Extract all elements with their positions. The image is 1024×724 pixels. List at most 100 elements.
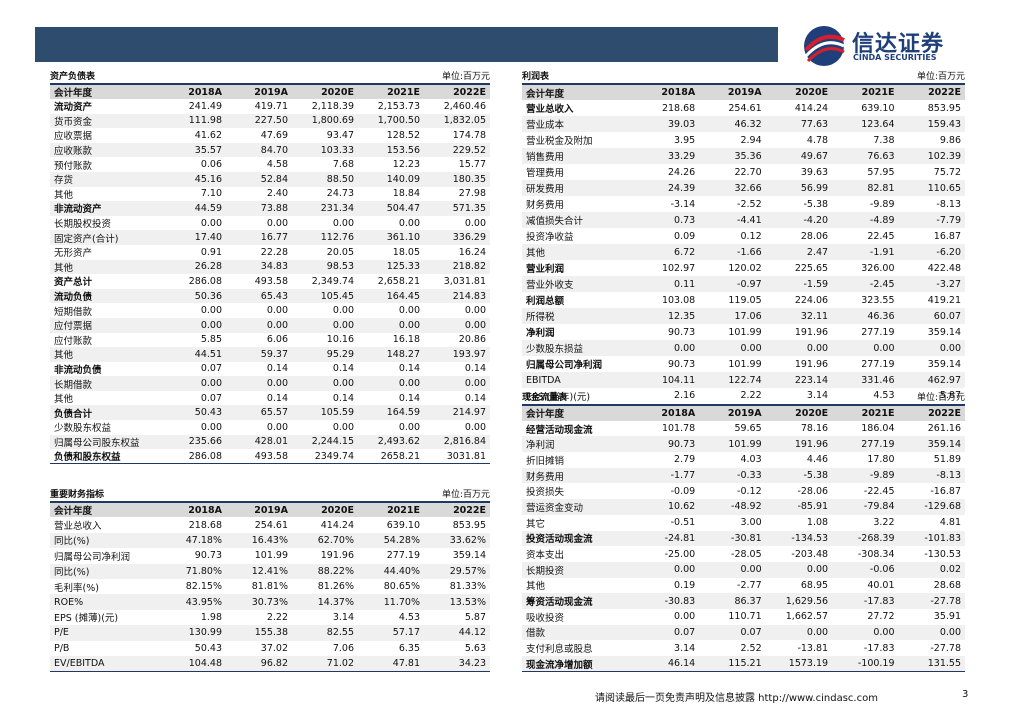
cell-value: 18.05 — [392, 246, 420, 258]
cell-value: 639.10 — [861, 102, 895, 114]
cell-value: 10.62 — [632, 499, 700, 515]
cell-value: 0.14 — [398, 363, 420, 375]
cell-value: 0.00 — [765, 340, 833, 356]
cell-value: -1.66 — [699, 244, 766, 260]
cell-value: 2,816.84 — [424, 434, 490, 450]
cell-value: 419.21 — [927, 294, 961, 306]
cell-value: -30.83 — [632, 593, 700, 609]
table-row: 营业外收支 0.11 -0.97 -1.59 -2.45 -3.27 — [522, 276, 965, 292]
table-title: 利润表 — [522, 72, 550, 82]
row-label: 其他 — [54, 189, 74, 201]
cell-value: 5.87 — [898, 388, 965, 405]
column-header: 2021E — [358, 500, 424, 518]
cell-value: 47.18% — [160, 532, 226, 549]
cell-value: -28.05 — [731, 548, 762, 560]
cell-value: 34.83 — [226, 259, 292, 275]
cell-value: 105.45 — [292, 288, 358, 304]
table-row: 营业总收入 218.68 254.61 414.24 639.10 853.95 — [522, 100, 965, 116]
table-row: 投资活动现金流 -24.81 -30.81 -134.53 -268.39 -101.83 — [522, 530, 965, 547]
cell-value: 7.38 — [873, 134, 895, 146]
table-row: 其他 0.19 -2.77 68.95 40.01 28.68 — [522, 578, 965, 594]
cell-value: 110.65 — [898, 180, 965, 196]
row-label: 同比(%) — [50, 563, 160, 579]
cell-value: 504.47 — [358, 201, 424, 216]
row-label: 支付利息或股息 — [526, 644, 593, 656]
cell-value: 0.14 — [266, 363, 288, 375]
cell-value: 95.29 — [292, 347, 358, 362]
row-label: 存货 — [50, 171, 160, 187]
cell-value: 122.74 — [699, 372, 766, 388]
cell-value: -22.45 — [863, 485, 895, 497]
cell-value: 5.87 — [464, 611, 486, 623]
cell-value: 214.83 — [424, 288, 490, 304]
cell-value: -8.13 — [898, 467, 965, 484]
table-unit: 单位:百万元 — [441, 490, 490, 500]
row-label: 短期借款 — [54, 306, 93, 318]
table-row: 同比(%) 47.18% 16.43% 62.70% 54.28% 33.62% — [50, 532, 490, 549]
cell-value: 9.86 — [939, 134, 961, 146]
table-title: 资产负债表 — [50, 72, 96, 82]
cell-value: 86.37 — [699, 593, 766, 609]
cell-value: 214.97 — [424, 405, 490, 421]
cell-value: 82.55 — [292, 625, 358, 641]
cell-value: 493.58 — [254, 275, 288, 287]
cell-value: 0.00 — [765, 624, 833, 641]
cell-value: 65.57 — [226, 405, 292, 421]
cell-value: 6.35 — [398, 642, 420, 654]
cell-value: -3.14 — [670, 198, 696, 210]
cell-value: 65.43 — [226, 288, 292, 304]
cell-value: 35.57 — [160, 142, 226, 158]
row-label: 减值损失合计 — [522, 212, 633, 228]
cell-value: 0.07 — [200, 392, 222, 404]
table-row: 所得税 12.35 17.06 32.11 46.36 60.07 — [522, 308, 965, 324]
cell-value: 4.81 — [939, 517, 961, 529]
cell-value: 0.14 — [332, 392, 354, 404]
table-row: 折旧摊销 2.79 4.03 4.46 17.80 51.89 — [522, 452, 965, 468]
cell-value: 361.10 — [358, 230, 424, 245]
table-row: 借款 0.07 0.07 0.00 0.00 0.00 — [522, 624, 965, 641]
cell-value: 4.78 — [806, 134, 829, 146]
table-row: 流动资产 241.49 419.71 2,118.39 2,153.73 2,460.46 — [50, 99, 490, 114]
cell-value: 0.00 — [160, 317, 226, 333]
column-header: 2018A — [160, 83, 226, 99]
column-header: 2022E — [424, 500, 490, 518]
cell-value: 0.00 — [292, 317, 358, 333]
cell-value: 50.43 — [194, 642, 222, 654]
cell-value: 44.59 — [160, 201, 226, 216]
cell-value: 254.61 — [728, 102, 762, 114]
table-row: 短期借款 0.00 0.00 0.00 0.00 0.00 — [50, 303, 490, 318]
cell-value: 27.72 — [867, 611, 895, 623]
cell-value: -9.89 — [869, 198, 895, 210]
header-row: 会计年度 2018A 2019A 2020E 2021E 2022E — [50, 500, 490, 518]
cell-value: -129.68 — [898, 499, 965, 515]
cell-value: 128.52 — [386, 129, 420, 141]
cell-value: 336.29 — [424, 230, 490, 245]
cell-value: 4.03 — [740, 454, 762, 466]
cell-value: 44.12 — [424, 625, 490, 641]
column-header: 2019A — [226, 83, 292, 99]
cell-value: 81.81% — [251, 581, 288, 593]
cell-value: 1,629.56 — [765, 593, 833, 609]
cell-value: 0.00 — [674, 611, 696, 623]
cell-value: 0.00 — [765, 561, 833, 578]
cell-value: 51.89 — [933, 454, 961, 466]
table: 会计年度 2018A 2019A 2020E 2021E 2022E 营业总收入 218.68… — [50, 500, 490, 672]
table-row: 其他 7.10 2.40 24.73 18.84 27.98 — [50, 187, 490, 202]
cell-value: 14.37% — [292, 594, 358, 610]
cell-value: 0.12 — [740, 230, 762, 242]
cell-value: 101.99 — [728, 358, 762, 370]
row-label: 长期借款 — [50, 376, 160, 391]
cell-value: -308.34 — [857, 548, 895, 560]
row-label: P/B — [54, 642, 70, 654]
row-label: 折旧摊销 — [526, 455, 565, 467]
cell-value: 50.43 — [160, 405, 226, 421]
cell-value: 88.22% — [292, 563, 358, 579]
cell-value: 0.00 — [292, 376, 358, 391]
row-label: 研发费用 — [522, 180, 633, 196]
row-label: 应付票据 — [50, 317, 160, 333]
cell-value: 12.35 — [632, 308, 700, 324]
cell-value: 0.00 — [699, 561, 766, 578]
cell-value: 359.14 — [898, 436, 965, 453]
cell-value: 18.84 — [392, 188, 420, 200]
table-row: EPS (摊薄)(元) 1.98 2.22 3.14 4.53 5.87 — [50, 610, 490, 625]
